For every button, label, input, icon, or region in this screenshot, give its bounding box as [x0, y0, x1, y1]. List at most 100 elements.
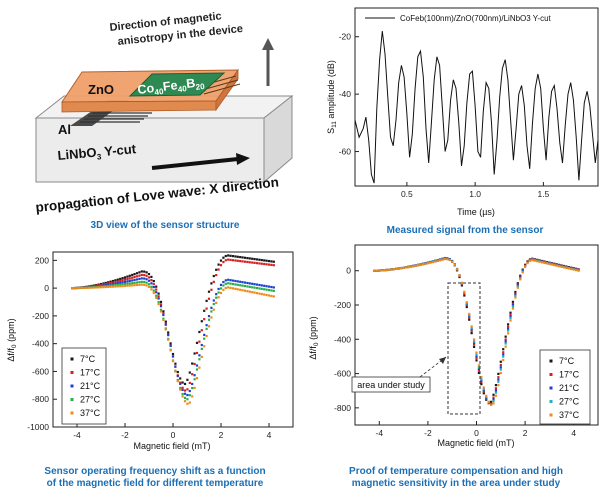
data-point: [99, 286, 103, 289]
data-point: [181, 392, 184, 396]
data-point: [506, 325, 510, 329]
caption-compensation: Proof of temperature compensation and hi…: [308, 466, 604, 490]
data-point: [116, 280, 119, 283]
data-point: [193, 352, 196, 355]
data-point: [183, 382, 187, 386]
data-point: [392, 268, 395, 271]
data-point: [207, 297, 211, 300]
data-point: [241, 289, 244, 292]
data-point: [203, 333, 206, 336]
data-point: [234, 279, 237, 283]
data-point: [246, 290, 249, 293]
data-point: [114, 279, 117, 282]
data-point: [217, 287, 220, 291]
caption-compensation-line1: Proof of temperature compensation and hi…: [349, 466, 563, 477]
data-point: [162, 310, 165, 313]
data-point: [217, 291, 220, 294]
data-point: [183, 389, 187, 392]
data-point: [227, 286, 230, 289]
data-point: [195, 368, 199, 371]
data-point: [171, 355, 175, 358]
data-point: [145, 284, 148, 287]
data-point: [222, 288, 225, 291]
data-point: [509, 319, 512, 322]
data-point: [186, 388, 189, 391]
data-point: [272, 289, 275, 292]
y-tick-label: -600: [32, 366, 49, 376]
data-point: [116, 278, 119, 281]
s11-series-line: [354, 30, 599, 184]
data-point: [516, 282, 519, 285]
data-point: [183, 400, 187, 403]
data-point: [188, 401, 191, 404]
data-point: [497, 378, 500, 381]
data-point: [222, 260, 225, 264]
data-point: [475, 355, 478, 358]
data-point: [497, 372, 500, 375]
data-point: [224, 254, 227, 258]
data-point: [511, 300, 515, 303]
data-point: [255, 286, 259, 290]
data-point: [538, 260, 541, 263]
data-point: [492, 402, 495, 405]
data-point: [572, 268, 575, 271]
data-point: [191, 386, 194, 390]
data-point: [155, 296, 158, 299]
data-point: [191, 382, 194, 386]
data-point: [494, 387, 498, 390]
data-point: [123, 282, 127, 286]
data-point: [533, 259, 536, 262]
data-point: [198, 358, 201, 361]
data-point: [191, 395, 194, 398]
data-point: [119, 279, 122, 282]
s11-x-tick-label: 1.5: [537, 189, 549, 199]
data-point: [207, 290, 211, 293]
data-point: [181, 395, 184, 398]
data-point: [253, 257, 256, 261]
data-point: [265, 259, 268, 262]
data-point: [109, 283, 112, 286]
data-point: [497, 380, 500, 383]
data-point: [253, 261, 256, 264]
data-point: [183, 396, 187, 399]
data-point: [85, 286, 88, 289]
data-point: [231, 259, 235, 262]
data-point: [109, 281, 112, 285]
data-point: [555, 264, 558, 267]
data-point: [514, 292, 517, 295]
data-point: [229, 254, 232, 257]
legend-label: 21°C: [559, 383, 580, 393]
data-point: [123, 276, 127, 279]
data-point: [128, 274, 131, 277]
data-point: [409, 265, 412, 268]
data-point: [514, 290, 517, 294]
data-point: [543, 261, 546, 264]
data-point: [205, 334, 208, 338]
data-point: [263, 262, 266, 266]
data-point: [71, 287, 74, 290]
data-point: [514, 294, 517, 297]
data-point: [453, 263, 456, 266]
data-point: [270, 294, 273, 298]
data-point: [434, 260, 437, 263]
data-point: [258, 283, 261, 287]
data-point: [553, 264, 556, 267]
data-point: [143, 280, 146, 284]
data-point: [135, 283, 139, 287]
data-point: [111, 281, 115, 284]
data-point: [236, 255, 239, 258]
y-tick-label: -1000: [27, 422, 49, 432]
data-point: [188, 381, 191, 385]
data-point: [227, 254, 230, 257]
legend-label: 7°C: [559, 356, 575, 366]
data-point: [472, 340, 476, 343]
data-point: [509, 311, 512, 314]
data-point: [121, 283, 124, 286]
data-point: [441, 258, 444, 261]
data-point: [133, 281, 136, 284]
data-point: [502, 351, 505, 354]
data-point: [504, 340, 507, 343]
data-point: [263, 284, 266, 287]
data-point: [477, 367, 481, 371]
legend-label: 27°C: [80, 395, 101, 405]
